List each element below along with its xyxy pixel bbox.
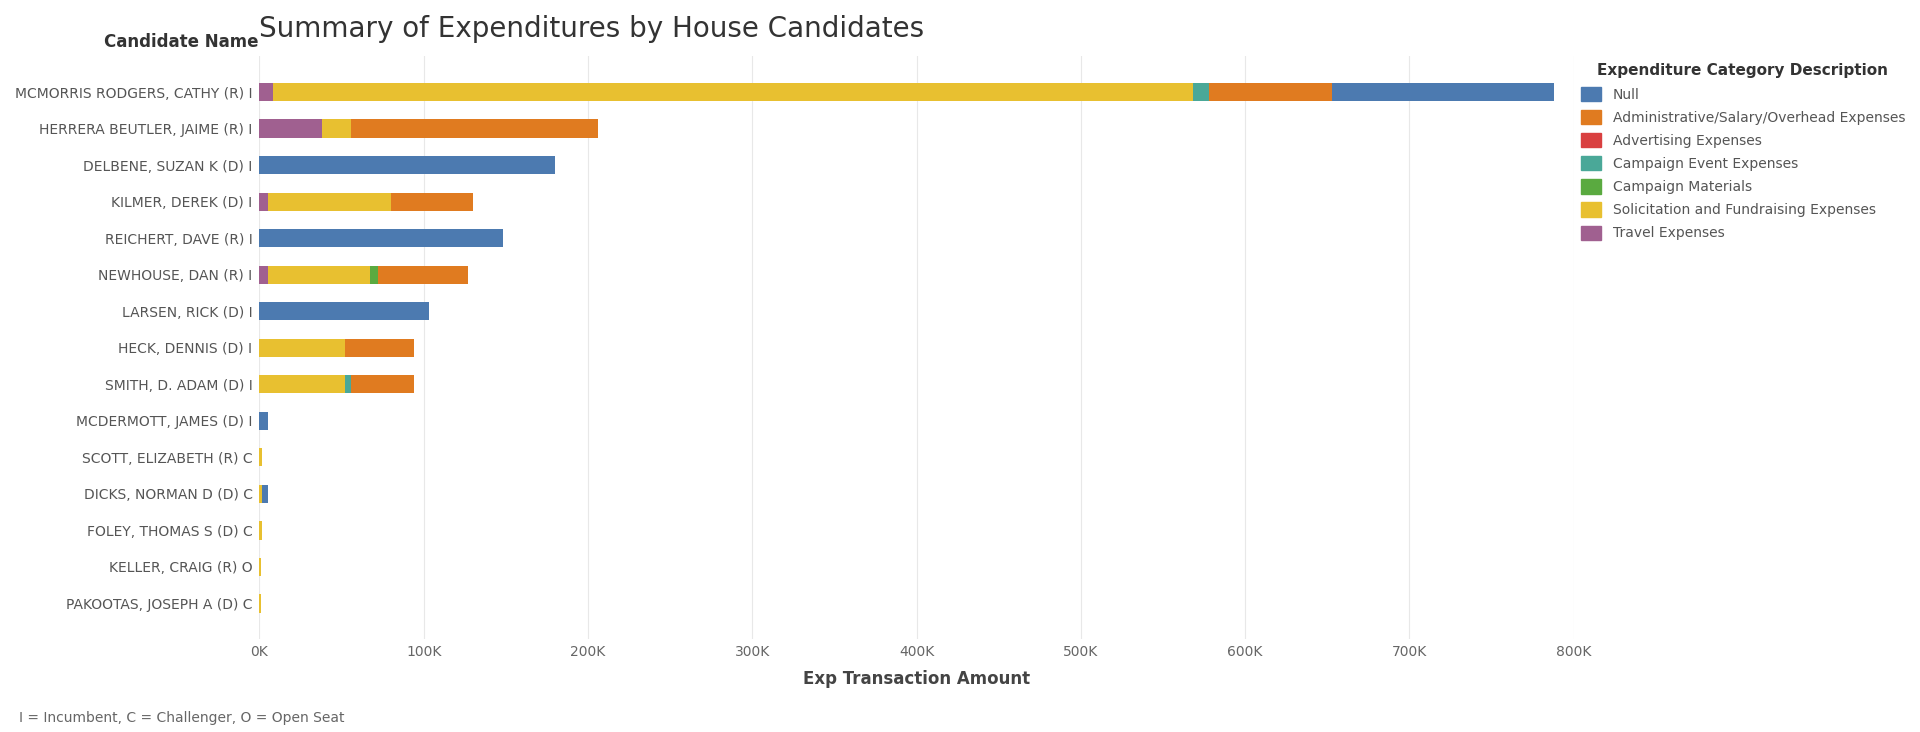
Legend: Null, Administrative/Salary/Overhead Expenses, Advertising Expenses, Campaign Ev: Null, Administrative/Salary/Overhead Exp… <box>1580 64 1905 240</box>
Bar <box>259 375 346 393</box>
Bar <box>323 119 351 138</box>
Bar <box>1332 83 1553 101</box>
Bar <box>392 193 472 211</box>
X-axis label: Exp Transaction Amount: Exp Transaction Amount <box>803 670 1031 688</box>
Bar <box>351 119 597 138</box>
Bar <box>267 266 369 284</box>
Bar <box>351 375 415 393</box>
Bar <box>259 448 261 466</box>
Bar <box>346 375 351 393</box>
Bar <box>261 485 269 503</box>
Bar <box>259 83 273 101</box>
Bar <box>346 339 415 357</box>
Text: I = Incumbent, C = Challenger, O = Open Seat: I = Incumbent, C = Challenger, O = Open … <box>19 711 346 725</box>
Text: Candidate Name: Candidate Name <box>104 33 257 51</box>
Bar <box>378 266 468 284</box>
Bar <box>259 411 267 430</box>
Bar <box>259 156 555 174</box>
Bar <box>369 266 378 284</box>
Bar <box>259 193 267 211</box>
Bar <box>259 485 261 503</box>
Text: Summary of Expenditures by House Candidates: Summary of Expenditures by House Candida… <box>259 15 925 43</box>
Bar <box>267 193 392 211</box>
Bar <box>259 119 323 138</box>
Bar <box>259 229 503 247</box>
Bar <box>1192 83 1210 101</box>
Bar <box>259 339 346 357</box>
Bar <box>259 266 267 284</box>
Bar <box>259 302 428 321</box>
Bar <box>1210 83 1332 101</box>
Bar <box>259 521 261 539</box>
Bar <box>273 83 1192 101</box>
